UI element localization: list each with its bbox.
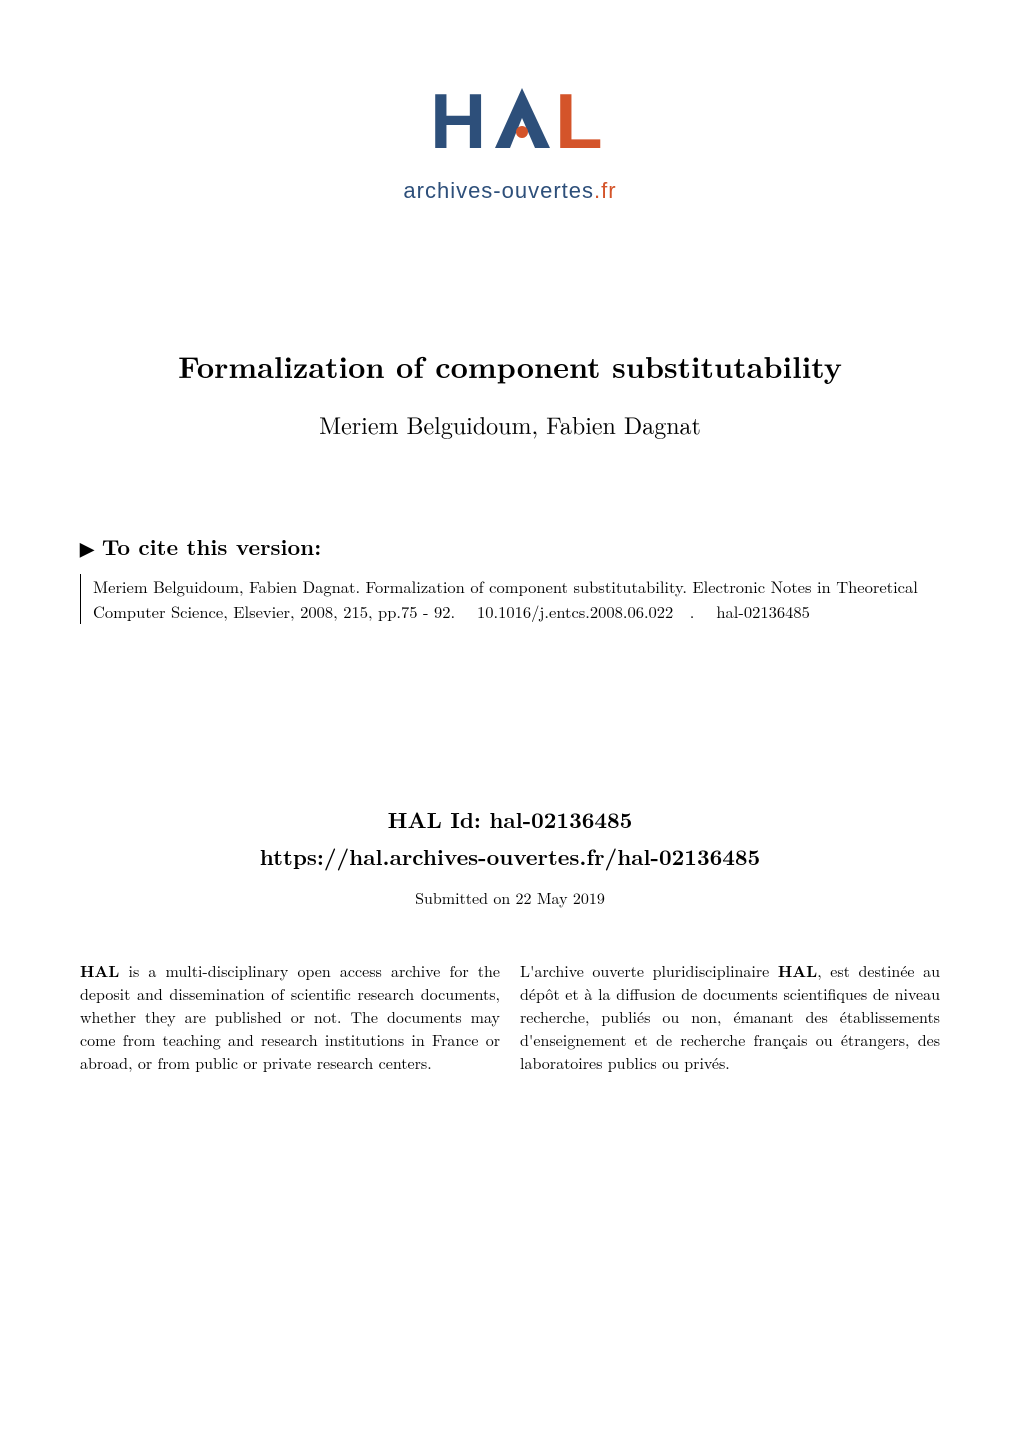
hal-id-section: HAL Id: hal-02136485 https://hal.archive…	[80, 804, 940, 872]
paper-title: Formalization of component substitutabil…	[80, 344, 940, 387]
svg-text:L: L	[555, 80, 603, 165]
hal-logo-subtitle: archives-ouvertes.fr	[400, 178, 620, 204]
cite-section: To cite this version: Meriem Belguidoum,…	[80, 531, 940, 624]
description-left-text: is a multi-disciplinary open access arch…	[80, 959, 500, 1075]
description-right-pre: L'archive ouverte pluridisciplinaire	[520, 959, 778, 982]
hal-logo-container: H L archives-ouvertes.fr	[80, 80, 940, 204]
logo-subtitle-main: archives-ouvertes	[403, 178, 594, 203]
paper-authors: Meriem Belguidoum, Fabien Dagnat	[80, 407, 940, 441]
description-right: L'archive ouverte pluridisciplinaire HAL…	[520, 959, 940, 1075]
cite-heading: To cite this version:	[80, 531, 940, 562]
hal-id: HAL Id: hal-02136485	[80, 804, 940, 835]
hal-logo-svg: H L	[400, 80, 620, 165]
submitted-date: Submitted on 22 May 2019	[80, 886, 940, 909]
svg-text:H: H	[430, 80, 486, 165]
description-left-bold: HAL	[80, 959, 119, 982]
logo-subtitle-suffix: .fr	[594, 178, 617, 203]
description-right-bold: HAL	[778, 959, 817, 982]
hal-url: https://hal.archives-ouvertes.fr/hal-021…	[80, 841, 940, 872]
citation-text: Meriem Belguidoum, Fabien Dagnat. Formal…	[80, 574, 940, 624]
description-columns: HAL is a multi-disciplinary open access …	[80, 959, 940, 1075]
hal-logo: H L archives-ouvertes.fr	[400, 80, 620, 204]
description-left: HAL is a multi-disciplinary open access …	[80, 959, 500, 1075]
